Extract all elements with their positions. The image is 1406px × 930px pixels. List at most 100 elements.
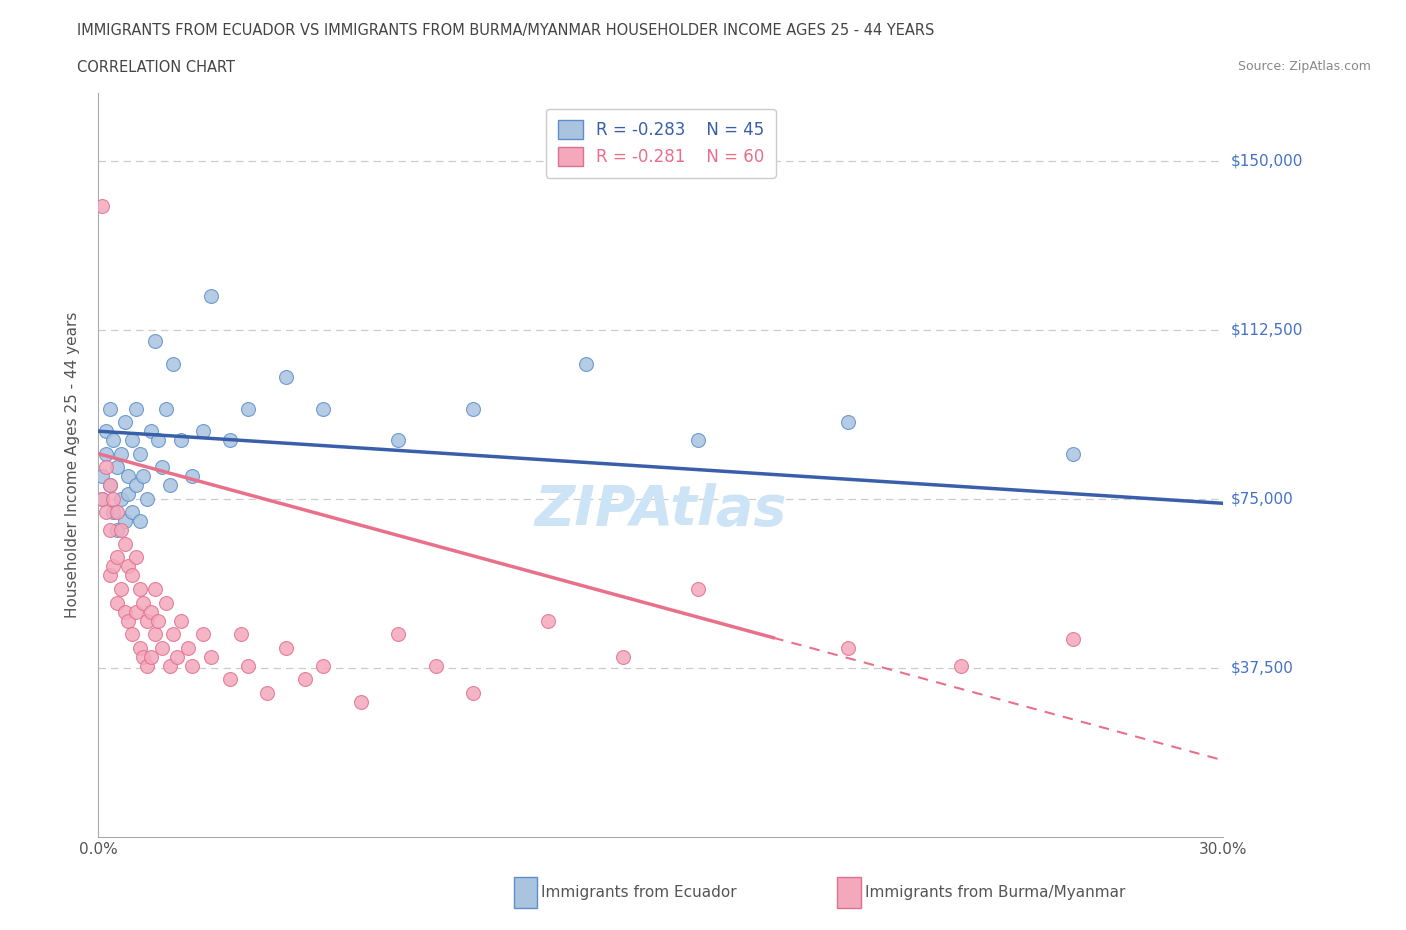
Point	[132, 595, 155, 610]
Point	[688, 581, 710, 596]
Point	[170, 432, 193, 447]
Text: IMMIGRANTS FROM ECUADOR VS IMMIGRANTS FROM BURMA/MYANMAR HOUSEHOLDER INCOME AGES: IMMIGRANTS FROM ECUADOR VS IMMIGRANTS FR…	[77, 23, 935, 38]
Point	[200, 288, 222, 303]
Point	[128, 514, 150, 529]
Point	[387, 627, 409, 642]
Point	[121, 505, 143, 520]
Point	[148, 432, 170, 447]
Point	[463, 685, 485, 700]
Point	[128, 446, 150, 461]
Point	[274, 640, 297, 655]
Point	[94, 446, 117, 461]
Text: Immigrants from Ecuador: Immigrants from Ecuador	[541, 885, 737, 900]
Point	[162, 627, 184, 642]
Point	[105, 505, 128, 520]
Point	[1062, 446, 1084, 461]
Point	[143, 627, 166, 642]
Point	[125, 550, 148, 565]
Point	[91, 491, 114, 506]
Point	[136, 658, 159, 673]
Point	[114, 537, 136, 551]
Point	[193, 424, 215, 439]
Point	[91, 491, 114, 506]
Point	[177, 640, 200, 655]
Point	[121, 627, 143, 642]
Point	[229, 627, 252, 642]
Point	[256, 685, 278, 700]
Point	[105, 523, 128, 538]
Text: CORRELATION CHART: CORRELATION CHART	[77, 60, 235, 75]
Y-axis label: Householder Income Ages 25 - 44 years: Householder Income Ages 25 - 44 years	[65, 312, 80, 618]
Point	[159, 658, 181, 673]
Point	[200, 649, 222, 664]
Point	[148, 613, 170, 628]
Point	[688, 432, 710, 447]
Point	[117, 469, 139, 484]
Point	[128, 640, 150, 655]
Point	[103, 559, 125, 574]
Point	[238, 401, 260, 416]
Point	[132, 649, 155, 664]
Point	[294, 671, 316, 686]
Point	[181, 658, 204, 673]
Point	[98, 401, 121, 416]
Point	[274, 369, 297, 384]
Point	[150, 459, 173, 474]
Point	[837, 415, 859, 430]
Legend: R = -0.283    N = 45, R = -0.281    N = 60: R = -0.283 N = 45, R = -0.281 N = 60	[546, 109, 776, 178]
Point	[103, 491, 125, 506]
Point	[128, 581, 150, 596]
Point	[139, 424, 162, 439]
Point	[105, 550, 128, 565]
Point	[150, 640, 173, 655]
Text: $112,500: $112,500	[1230, 322, 1302, 338]
Point	[170, 613, 193, 628]
Point	[98, 568, 121, 583]
Point	[166, 649, 188, 664]
Point	[139, 604, 162, 619]
Point	[98, 478, 121, 493]
Point	[110, 523, 132, 538]
Point	[612, 649, 634, 664]
Text: Immigrants from Burma/Myanmar: Immigrants from Burma/Myanmar	[865, 885, 1125, 900]
Point	[193, 627, 215, 642]
Point	[110, 446, 132, 461]
Text: Source: ZipAtlas.com: Source: ZipAtlas.com	[1237, 60, 1371, 73]
Point	[350, 695, 373, 710]
Point	[136, 613, 159, 628]
Point	[98, 523, 121, 538]
Point	[110, 581, 132, 596]
Point	[94, 459, 117, 474]
Point	[312, 658, 335, 673]
Point	[387, 432, 409, 447]
Point	[159, 478, 181, 493]
Point	[143, 334, 166, 349]
Point	[136, 491, 159, 506]
Text: ZIPAtlas: ZIPAtlas	[534, 483, 787, 537]
Point	[117, 559, 139, 574]
Point	[143, 581, 166, 596]
Point	[837, 640, 859, 655]
Point	[139, 649, 162, 664]
Text: $75,000: $75,000	[1230, 491, 1294, 506]
Point	[114, 604, 136, 619]
Point	[117, 487, 139, 502]
Point	[103, 432, 125, 447]
Point	[125, 604, 148, 619]
Text: $150,000: $150,000	[1230, 153, 1302, 168]
Point	[218, 671, 240, 686]
Point	[94, 424, 117, 439]
Point	[117, 613, 139, 628]
Point	[155, 401, 177, 416]
Point	[132, 469, 155, 484]
Point	[218, 432, 240, 447]
Point	[425, 658, 447, 673]
Point	[125, 478, 148, 493]
Point	[105, 459, 128, 474]
Point	[125, 401, 148, 416]
Point	[575, 356, 598, 371]
Point	[91, 198, 114, 213]
Point	[121, 568, 143, 583]
Point	[98, 478, 121, 493]
Point	[105, 595, 128, 610]
